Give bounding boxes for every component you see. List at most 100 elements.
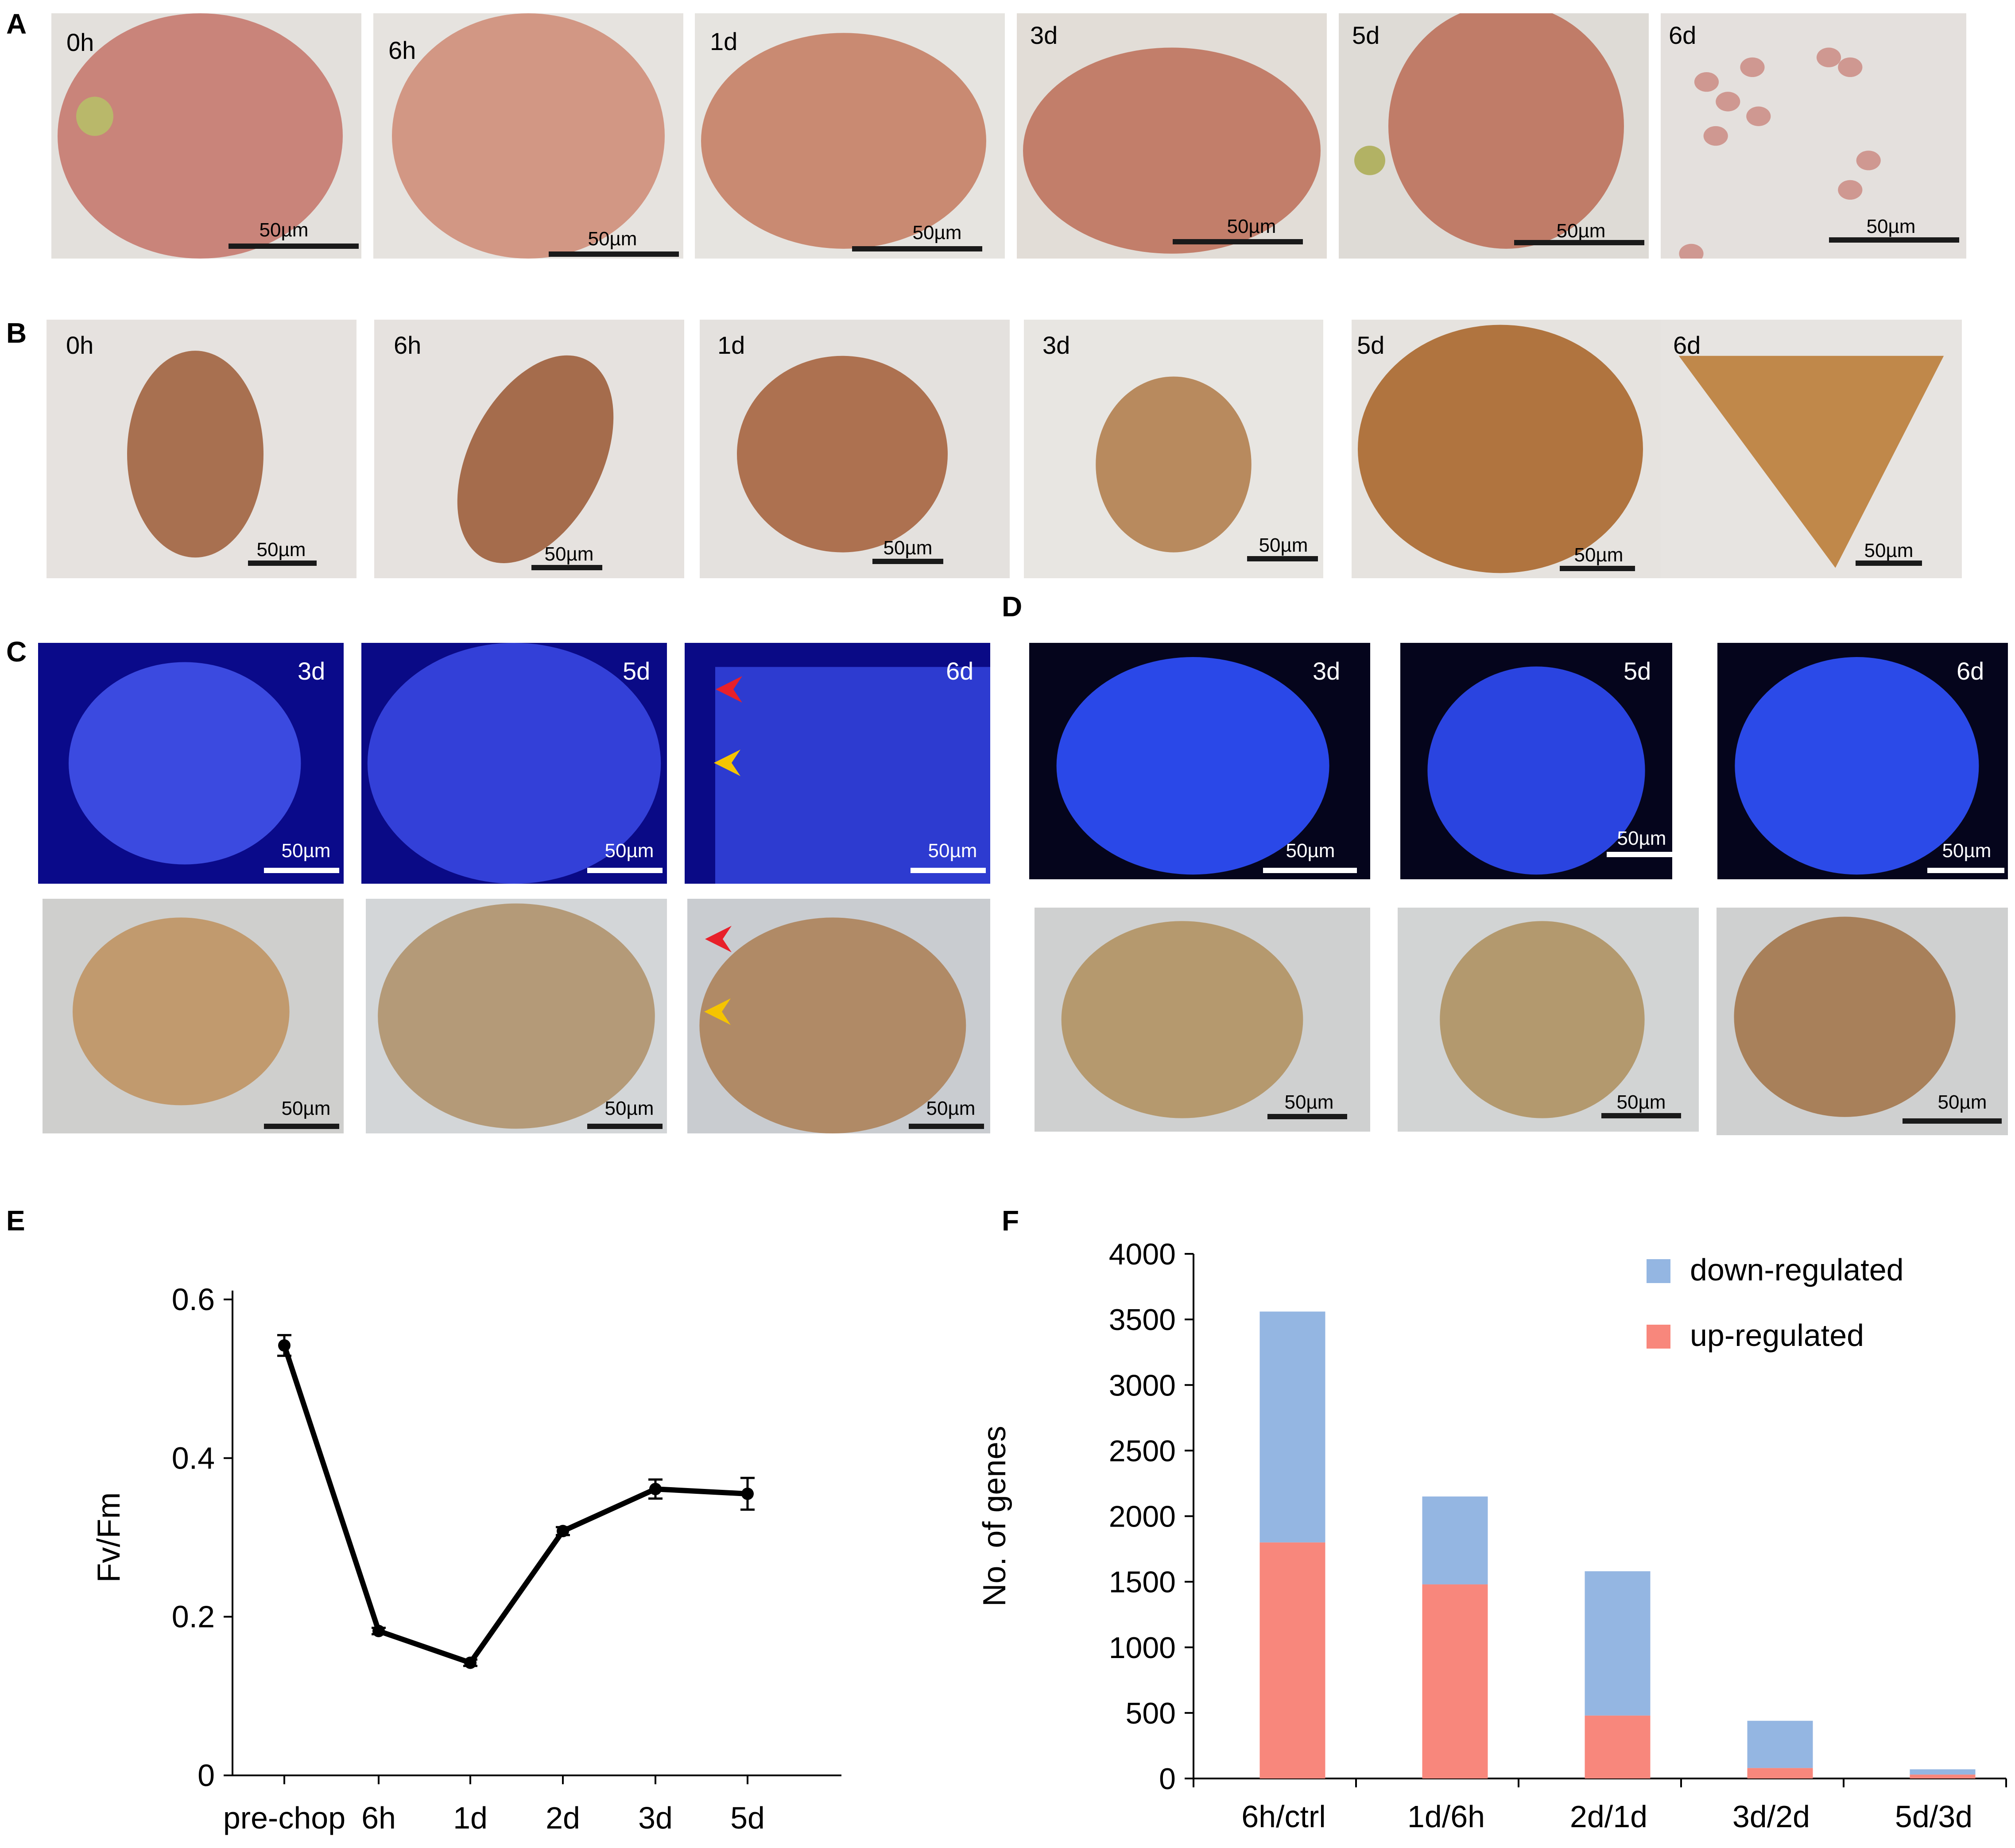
y-tick-label: 500	[1126, 1697, 1176, 1730]
bar-up-regulated	[1422, 1584, 1488, 1778]
data-point	[649, 1483, 662, 1496]
time-label: 3d	[1042, 331, 1070, 359]
legend-swatch-down-regulated	[1647, 1259, 1670, 1283]
micrograph-a-0h: 0h 50µm	[51, 13, 361, 259]
scale-bar-label: 50µm	[1938, 1091, 1987, 1113]
scale-bar	[1903, 1118, 2002, 1124]
x-tick-label: 1d/6h	[1407, 1799, 1485, 1834]
x-tick-label: 5d/3d	[1895, 1799, 1972, 1834]
panel-label-d: D	[1002, 591, 1023, 622]
bar-down-regulated	[1422, 1496, 1488, 1585]
time-label: 3d	[298, 657, 326, 685]
scale-bar	[1607, 852, 1672, 857]
cell-cluster-image	[46, 320, 356, 578]
y-tick-label: 2000	[1109, 1500, 1176, 1534]
data-point	[741, 1487, 754, 1500]
micrograph-a-3d: 3d 50µm	[1017, 13, 1327, 259]
cell-cluster-image	[1400, 643, 1672, 879]
fluorescence-c-5d: 5d 50µm	[361, 643, 667, 884]
time-label: 1d	[710, 27, 738, 55]
brightfield-c-3d: 50µm	[43, 899, 344, 1133]
scale-bar	[1173, 239, 1303, 244]
panel-label-b: B	[6, 317, 27, 349]
brightfield-c-6d: 50µm	[687, 899, 990, 1133]
fluorescence-d-6d: 6d 50µm	[1717, 643, 2008, 879]
time-label: 3d	[1313, 657, 1341, 685]
cell-cluster-image	[700, 320, 1010, 578]
legend-swatch-up-regulated	[1647, 1325, 1670, 1349]
scale-bar-label: 50µm	[281, 1098, 331, 1119]
bar-up-regulated	[1910, 1775, 1976, 1778]
scale-bar	[911, 868, 986, 873]
cell-cluster-image	[361, 643, 667, 884]
y-tick-label: 2500	[1109, 1434, 1176, 1468]
y-tick-label: 3000	[1109, 1369, 1176, 1402]
time-label: 0h	[66, 28, 94, 56]
micrograph-a-1d: 1d 50µm	[695, 13, 1005, 259]
scale-bar-label: 50µm	[1259, 534, 1308, 556]
x-tick-label: 1d	[453, 1801, 488, 1835]
x-tick-label: 6h	[361, 1801, 396, 1835]
cell-cluster-image	[374, 320, 684, 578]
scale-bar-label: 50µm	[544, 543, 594, 565]
scale-bar-label: 50µm	[1286, 840, 1335, 862]
cell-cluster-image	[38, 643, 344, 884]
cell-cluster-image	[1029, 643, 1370, 879]
scale-bar	[1514, 240, 1644, 245]
time-label: 6d	[1957, 657, 1984, 685]
scale-bar	[852, 246, 982, 251]
panel-label-a: A	[6, 8, 27, 40]
cell-cluster-image	[373, 13, 683, 259]
y-tick-label: 1500	[1109, 1566, 1176, 1599]
scale-bar-label: 50µm	[1617, 827, 1666, 849]
scale-bar	[909, 1124, 984, 1129]
scale-bar-label: 50µm	[1942, 840, 1992, 862]
x-tick-label: 6h/ctrl	[1241, 1799, 1326, 1834]
cell-cluster-image	[43, 899, 344, 1133]
bar-up-regulated	[1747, 1768, 1813, 1778]
chart-f-deg-counts: 0 500 1000 1500 2000 2500 3000 3500 4000 No. of g…	[977, 1237, 2007, 1834]
scale-bar-label: 50µm	[259, 219, 309, 241]
cell-cluster-image	[1661, 13, 1966, 259]
micrograph-b-5d: 5d 50µm	[1352, 320, 1662, 578]
brightfield-d-6d: 50µm	[1717, 908, 2008, 1135]
micrograph-b-3d: 3d 50µm	[1024, 320, 1323, 578]
scale-bar-label: 50µm	[1556, 220, 1606, 242]
scale-bar-label: 50µm	[1284, 1091, 1334, 1113]
y-tick-label: 0	[198, 1758, 215, 1793]
data-point	[278, 1339, 291, 1352]
panel-label-e: E	[6, 1205, 25, 1237]
fluorescence-d-3d: 3d 50µm	[1029, 643, 1370, 879]
y-tick-label: 4000	[1109, 1237, 1176, 1271]
scale-bar	[248, 561, 317, 566]
cell-cluster-image	[1717, 643, 2008, 879]
chart-e-fvfm: 0 0.2 0.4 0.6 pre-chop 6h 1d 2d 3d 5d Fv/Fm	[91, 1282, 841, 1835]
x-tick-label: 5d	[730, 1801, 765, 1835]
cell-cluster-image	[1035, 908, 1370, 1132]
y-axis-label: Fv/Fm	[91, 1492, 127, 1583]
brightfield-d-5d: 50µm	[1398, 908, 1699, 1132]
y-tick-label: 0	[1159, 1762, 1176, 1796]
scale-bar-label: 50µm	[1616, 1091, 1666, 1113]
scale-bar	[872, 559, 943, 564]
scale-bar	[1267, 1114, 1347, 1119]
scale-bar	[587, 868, 663, 873]
fluorescence-c-6d: 6d 50µm	[685, 643, 990, 884]
scale-bar-label: 50µm	[912, 222, 962, 244]
scale-bar-label: 50µm	[604, 840, 654, 862]
scale-bar	[1263, 868, 1357, 873]
micrograph-b-6h: 6h 50µm	[374, 320, 684, 578]
scale-bar-label: 50µm	[1574, 544, 1624, 566]
cell-cluster-image	[695, 13, 1005, 259]
data-point	[557, 1525, 569, 1538]
yellow-arrow-icon	[704, 998, 731, 1025]
scale-bar	[549, 251, 679, 257]
scale-bar	[1829, 237, 1959, 243]
scale-bar	[264, 868, 339, 873]
bar-down-regulated	[1910, 1769, 1976, 1775]
brightfield-d-3d: 50µm	[1035, 908, 1370, 1132]
cell-cluster-image	[366, 899, 667, 1133]
time-label: 5d	[1352, 21, 1380, 49]
y-tick-label: 3500	[1109, 1303, 1176, 1337]
legend-label-down-regulated: down-regulated	[1690, 1253, 1904, 1287]
